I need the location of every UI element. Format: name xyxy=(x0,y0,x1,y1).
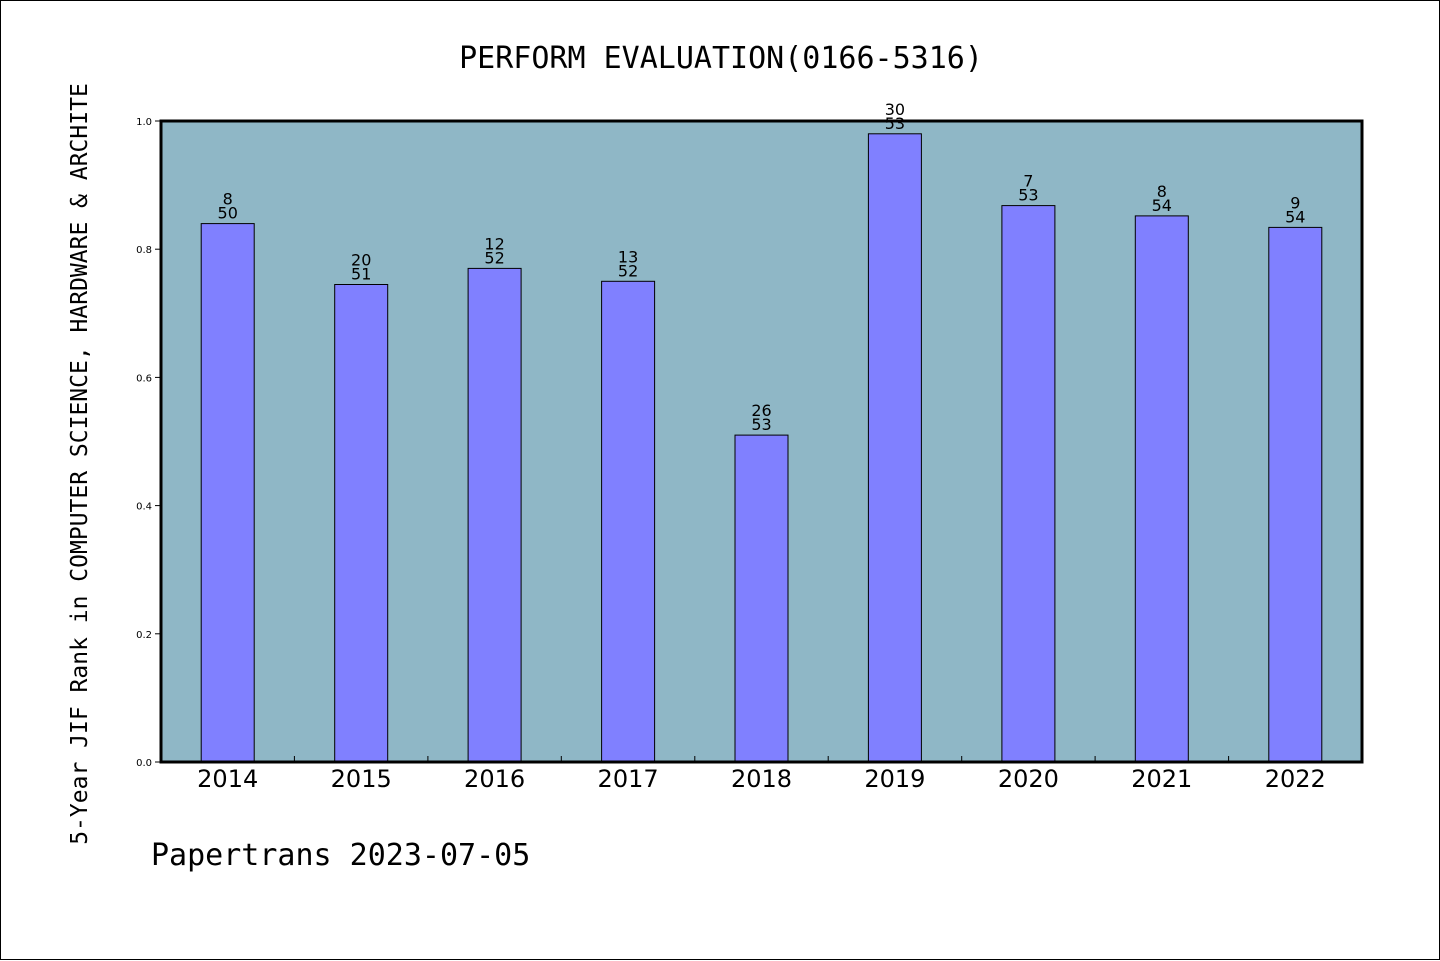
rank-label-2015: 20 xyxy=(351,251,371,270)
bar-2014 xyxy=(200,223,255,763)
bars-group xyxy=(200,133,1323,763)
total-label-2014: 50 xyxy=(218,204,238,223)
total-label-2020: 53 xyxy=(1018,186,1038,205)
rank-label-2017: 13 xyxy=(618,247,638,266)
plot-border xyxy=(159,119,1364,764)
chart-title: PERFORM EVALUATION(0166-5316) xyxy=(459,41,983,76)
x-tick-label-2022: 2022 xyxy=(1265,765,1326,793)
total-label-2019: 53 xyxy=(885,114,905,133)
y-tick-label: 0.2 xyxy=(136,630,152,641)
y-axis: 0.0 0.2 0.4 0.6 0.8 1.0 xyxy=(136,117,161,769)
rank-label-2019: 30 xyxy=(885,100,905,119)
total-label-2022: 54 xyxy=(1285,207,1305,226)
bar-2021 xyxy=(1134,215,1189,763)
y-tick-label: 0.8 xyxy=(136,245,152,256)
rank-label-2014: 8 xyxy=(223,190,233,209)
x-tick-label-2018: 2018 xyxy=(731,765,792,793)
footer-text: Papertrans 2023-07-05 xyxy=(151,838,530,873)
total-label-2017: 52 xyxy=(618,261,638,280)
x-tick-label-2019: 2019 xyxy=(864,765,925,793)
y-tick-label: 1.0 xyxy=(136,117,152,128)
bar-2015 xyxy=(334,284,389,763)
x-tick-label-2016: 2016 xyxy=(464,765,525,793)
rank-label-2022: 9 xyxy=(1290,193,1300,212)
rank-label-2020: 7 xyxy=(1023,172,1033,191)
rank-label-2021: 8 xyxy=(1157,182,1167,201)
bar-2016 xyxy=(467,267,522,763)
x-tick-label-2014: 2014 xyxy=(197,765,258,793)
total-label-2018: 53 xyxy=(751,415,771,434)
x-tick-label-2015: 2015 xyxy=(331,765,392,793)
x-axis: 2014 2015 2016 2017 2018 2019 2020 2021 2022 xyxy=(197,756,1326,793)
bar-2019 xyxy=(867,133,922,763)
y-tick-label: 0.4 xyxy=(136,502,152,513)
total-label-2021: 54 xyxy=(1152,196,1172,215)
bar-2018 xyxy=(734,434,789,763)
y-axis-label: 5-Year JIF Rank in COMPUTER SCIENCE, HAR… xyxy=(67,83,93,845)
total-label-2016: 52 xyxy=(484,248,504,267)
bar-2022 xyxy=(1268,226,1323,763)
y-tick-label: 0.0 xyxy=(136,758,152,769)
bar-2017 xyxy=(601,280,656,763)
bar-2020 xyxy=(1001,205,1056,763)
rank-label-2016: 12 xyxy=(484,234,504,253)
y-tick-label: 0.6 xyxy=(136,373,152,384)
rank-label-2018: 26 xyxy=(751,401,771,420)
total-label-2015: 51 xyxy=(351,265,371,284)
x-tick-label-2020: 2020 xyxy=(998,765,1059,793)
x-tick-label-2021: 2021 xyxy=(1131,765,1192,793)
x-tick-label-2017: 2017 xyxy=(598,765,659,793)
